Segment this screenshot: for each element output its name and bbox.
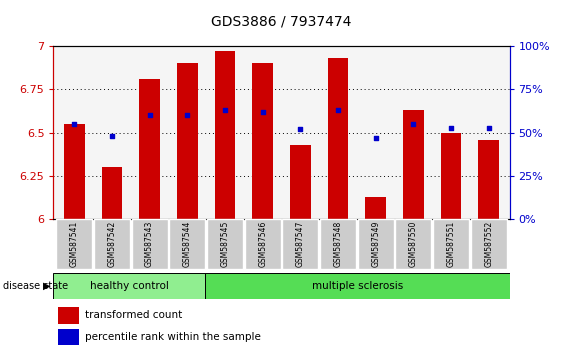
Text: GSM587552: GSM587552 [484,221,493,267]
Bar [215,51,235,219]
Point [409,121,418,127]
Bar [320,219,356,269]
Text: GSM587543: GSM587543 [145,221,154,268]
Text: percentile rank within the sample: percentile rank within the sample [86,332,261,342]
Point [333,107,342,113]
Text: multiple sclerosis: multiple sclerosis [312,281,403,291]
Point [183,113,192,118]
Point [108,133,117,139]
Point [296,126,305,132]
Bar [205,273,510,299]
Bar [328,58,348,219]
Bar [132,219,168,269]
Bar [479,140,499,219]
Bar [282,219,319,269]
Bar [441,133,462,219]
Bar [139,79,160,219]
Bar [433,219,469,269]
Bar [403,110,424,219]
Point [221,107,230,113]
Bar [244,219,281,269]
Bar [177,63,198,219]
Bar [252,63,273,219]
Text: GSM587541: GSM587541 [70,221,79,267]
Bar [207,219,243,269]
Text: GSM587546: GSM587546 [258,221,267,268]
Point [258,109,267,115]
Bar [365,197,386,219]
Point [484,125,493,130]
Point [145,113,154,118]
Bar [56,219,92,269]
Bar [64,124,84,219]
Text: GSM587550: GSM587550 [409,221,418,268]
Text: GSM587551: GSM587551 [446,221,455,267]
Point [70,121,79,127]
Bar [471,219,507,269]
Text: healthy control: healthy control [90,281,169,291]
Text: GDS3886 / 7937474: GDS3886 / 7937474 [211,14,352,28]
Text: GSM587544: GSM587544 [183,221,192,268]
Bar [94,219,130,269]
Bar [290,145,311,219]
Text: GSM587549: GSM587549 [371,221,380,268]
Bar [58,307,79,324]
Text: GSM587545: GSM587545 [221,221,230,268]
Bar [53,273,205,299]
Point [371,135,380,141]
Text: GSM587547: GSM587547 [296,221,305,268]
Bar [101,167,122,219]
Point [446,125,455,130]
Text: ▶: ▶ [43,281,51,291]
Text: GSM587542: GSM587542 [108,221,117,267]
Bar [358,219,394,269]
Text: GSM587548: GSM587548 [333,221,342,267]
Text: disease state: disease state [3,281,68,291]
Text: transformed count: transformed count [86,310,182,320]
Bar [58,329,79,345]
Bar [169,219,205,269]
Bar [395,219,431,269]
